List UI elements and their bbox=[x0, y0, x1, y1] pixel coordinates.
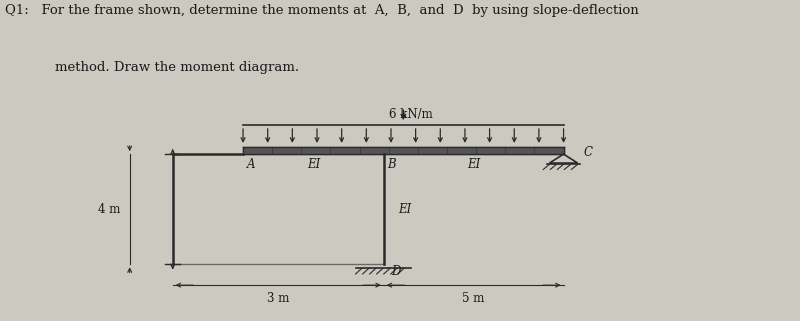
Bar bbox=[243, 147, 563, 154]
Text: 5 m: 5 m bbox=[462, 291, 485, 305]
Text: 3 m: 3 m bbox=[267, 291, 290, 305]
Text: Q1:   For the frame shown, determine the moments at  A,  B,  and  D  by using sl: Q1: For the frame shown, determine the m… bbox=[5, 4, 638, 17]
Text: method. Draw the moment diagram.: method. Draw the moment diagram. bbox=[55, 61, 299, 74]
Text: 4 m: 4 m bbox=[98, 203, 120, 216]
Text: EI: EI bbox=[306, 158, 320, 171]
Text: C: C bbox=[583, 146, 592, 159]
Text: D: D bbox=[391, 265, 401, 278]
Text: EI: EI bbox=[398, 203, 411, 216]
Text: A: A bbox=[247, 158, 255, 171]
Text: B: B bbox=[388, 158, 396, 171]
Text: 6 kN/m: 6 kN/m bbox=[390, 108, 433, 121]
Text: EI: EI bbox=[467, 158, 480, 171]
